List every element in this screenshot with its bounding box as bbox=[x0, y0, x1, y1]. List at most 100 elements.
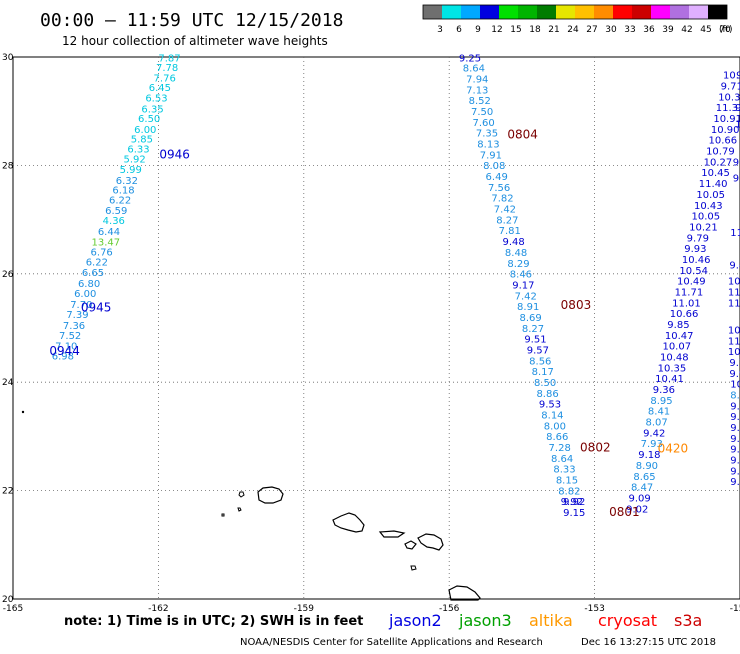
colorbar-swatch bbox=[651, 5, 670, 19]
x-tick-label: -165 bbox=[3, 604, 23, 614]
island-lehua bbox=[237, 507, 242, 512]
wave-height-label: 6.98 bbox=[52, 351, 74, 362]
altimeter-tracks: 7.877.787.766.456.536.356.506.005.856.33… bbox=[49, 53, 740, 519]
track-0803-0804: 9.258.647.947.138.527.507.607.358.137.91… bbox=[459, 53, 591, 519]
wave-height-label: 6.33 bbox=[127, 144, 149, 155]
wave-height-label: 10.49 bbox=[677, 277, 706, 288]
wave-height-label: 7.36 bbox=[63, 321, 85, 332]
wave-height-label: 7.87 bbox=[158, 53, 180, 64]
colorbar-swatch bbox=[461, 5, 480, 19]
colorbar-swatch bbox=[689, 5, 708, 19]
wave-height-label: 9.72 bbox=[729, 358, 740, 369]
wave-height-label: 9.1 bbox=[730, 434, 740, 445]
colorbar-swatch bbox=[594, 5, 613, 19]
wave-height-label: 9.6 bbox=[730, 477, 740, 488]
track-0944-0946: 7.877.787.766.456.536.356.506.005.856.33… bbox=[49, 53, 190, 362]
footer-timestamp: Dec 16 13:27:15 UTC 2018 bbox=[581, 637, 716, 648]
wave-height-label: 9.02 bbox=[626, 504, 648, 515]
legend-jason2: jason2 bbox=[388, 611, 442, 630]
colorbar-swatch bbox=[480, 5, 499, 19]
legend-s3a: s3a bbox=[674, 611, 702, 630]
wave-height-label: 9.42 bbox=[643, 428, 665, 439]
wave-height-label: 7.42 bbox=[494, 205, 516, 216]
wave-height-label: 10.41 bbox=[655, 374, 684, 385]
colorbar-label: 27 bbox=[586, 25, 597, 35]
wave-height-label: 8.66 bbox=[546, 432, 568, 443]
wave-height-label: 6.35 bbox=[141, 104, 163, 115]
island-kaula bbox=[221, 513, 225, 517]
track-0801-0802: 9.92 9.029.098.478.658.909.187.939.428.07… bbox=[563, 71, 740, 519]
colorbar-swatch bbox=[670, 5, 689, 19]
wave-height-label: 6.53 bbox=[145, 93, 167, 104]
wave-height-label: 10.54 bbox=[679, 266, 708, 277]
wave-height-label: 10.27 bbox=[704, 157, 733, 168]
wave-height-label: 10.90 bbox=[711, 125, 740, 136]
colorbar-label: 70 bbox=[719, 25, 731, 35]
wave-height-label: 7.94 bbox=[466, 74, 488, 85]
wave-height-label: 10.18 bbox=[735, 119, 740, 130]
wave-height-label: 11.74 bbox=[728, 298, 740, 309]
wave-height-label: 9.36 bbox=[653, 385, 675, 396]
wave-height-label: 7.82 bbox=[491, 194, 513, 205]
wave-height-label: 9.79 bbox=[687, 233, 709, 244]
colorbar-label: 3 bbox=[437, 25, 443, 35]
x-tick-label: -159 bbox=[294, 604, 315, 614]
wave-height-label: 8.65 bbox=[633, 472, 655, 483]
wave-height-label: 8.90 bbox=[636, 461, 658, 472]
wave-height-label: 8.47 bbox=[631, 483, 653, 494]
legend-note: note: 1) Time is in UTC; 2) SWH is in fe… bbox=[64, 614, 363, 629]
island-hawaii bbox=[448, 585, 481, 601]
wave-height-label: 8.95 bbox=[650, 396, 672, 407]
x-tick-label: -162 bbox=[148, 604, 168, 614]
colorbar-swatch bbox=[575, 5, 594, 19]
colorbar-label: 39 bbox=[662, 25, 674, 35]
wave-height-label: 6.32 bbox=[116, 176, 138, 187]
wave-height-label: 8.15 bbox=[556, 476, 578, 487]
y-tick-label: 24 bbox=[2, 378, 14, 388]
wave-height-label: 11.01 bbox=[672, 298, 701, 309]
wave-height-label: 11.32 bbox=[716, 103, 740, 114]
wave-height-label: 7.13 bbox=[466, 85, 488, 96]
colorbar-label: 18 bbox=[529, 25, 541, 35]
wave-height-label: 9.51 bbox=[524, 335, 546, 346]
wave-height-label: 9.57 bbox=[527, 345, 549, 356]
wave-height-label: 8.00 bbox=[544, 421, 566, 432]
wave-height-label: 10.39 bbox=[728, 347, 740, 358]
wave-height-label: 10.36 bbox=[723, 71, 740, 82]
wave-height-label: 8.27 bbox=[496, 215, 518, 226]
wave-height-label: 8.29 bbox=[507, 259, 529, 270]
wave-height-label: 9.15 bbox=[563, 508, 585, 519]
colorbar: 3 6 9 12 15 18 21 24 27 30 33 36 39 42 45 70(ft) bbox=[422, 4, 733, 35]
island-lanai bbox=[404, 540, 417, 550]
wave-height-label: 5.99 bbox=[120, 165, 142, 176]
wave-height-label: 7.81 bbox=[499, 226, 521, 237]
pass-time-label: 0420 bbox=[658, 442, 689, 456]
wave-height-label: 7.78 bbox=[156, 63, 178, 74]
wave-height-label: 10.79 bbox=[706, 147, 735, 158]
map-frame bbox=[12, 56, 740, 600]
wave-height-label: 6.00 bbox=[74, 289, 96, 300]
wave-height-label: 9.5 bbox=[730, 456, 740, 467]
wave-height-label: 6.22 bbox=[109, 195, 131, 206]
wave-height-label: 7.76 bbox=[154, 73, 176, 84]
wave-height-label: 9.67 bbox=[735, 103, 740, 114]
wave-height-label: 10.33 bbox=[718, 92, 740, 103]
wave-height-label: 11.40 bbox=[699, 179, 728, 190]
pass-time-label: 0803 bbox=[561, 298, 592, 312]
wave-height-label: 8.69 bbox=[519, 313, 541, 324]
wave-height-label: 9.25 bbox=[459, 53, 481, 64]
colorbar-swatch bbox=[499, 5, 518, 19]
wave-height-label: 8.08 bbox=[483, 161, 505, 172]
wave-height-label: 9.71 bbox=[730, 412, 740, 423]
y-tick-label: 20 bbox=[2, 595, 14, 605]
colorbar-label: 42 bbox=[681, 25, 692, 35]
x-tick-label: -153 bbox=[584, 604, 604, 614]
wave-height-label: 9.93 bbox=[684, 244, 706, 255]
colorbar-label: 15 bbox=[510, 25, 521, 35]
wave-height-label: 9.17 bbox=[512, 280, 534, 291]
wave-height-label: 9.92 bbox=[561, 497, 583, 508]
wave-height-label: 6.18 bbox=[112, 186, 134, 197]
wave-height-label: 10.66 bbox=[670, 309, 699, 320]
wave-height-label: 7.93 bbox=[641, 439, 663, 450]
wave-height-label: 6.45 bbox=[149, 83, 171, 94]
